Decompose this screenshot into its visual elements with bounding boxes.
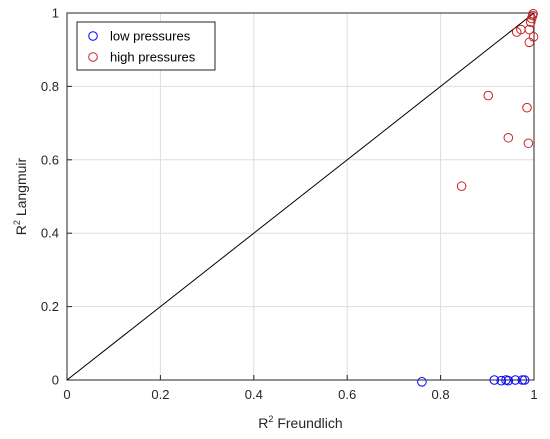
legend-marker-high-pressures bbox=[88, 52, 98, 62]
y-axis-label: R2 Langmuir bbox=[12, 157, 29, 235]
low-pressure-point bbox=[510, 375, 521, 385]
high-pressure-point bbox=[522, 102, 532, 113]
axis-ticks: 0 0.2 0.4 0.6 0.8 1 0 0.2 0.4 0.6 0.8 1 bbox=[41, 6, 538, 403]
y-tick-label: 0.4 bbox=[41, 226, 59, 241]
high-pressure-point bbox=[483, 90, 494, 101]
y-tick-label: 0.8 bbox=[41, 79, 59, 94]
y-tick-label: 0.2 bbox=[41, 299, 59, 314]
low-pressure-point bbox=[519, 375, 530, 385]
legend-label-low-pressures: low pressures bbox=[110, 29, 191, 44]
high-pressure-point bbox=[524, 24, 535, 35]
x-tick-label: 0 bbox=[63, 387, 70, 402]
y-tick-label: 0.6 bbox=[41, 152, 59, 167]
x-tick-label: 0.2 bbox=[151, 387, 169, 402]
low-pressure-point bbox=[496, 375, 507, 386]
x-tick-label: 0.4 bbox=[245, 387, 263, 402]
low-pressure-point bbox=[417, 377, 427, 387]
legend-items: low pressures high pressures bbox=[88, 29, 196, 65]
low-pressure-point bbox=[489, 375, 500, 385]
y-tick-label: 0 bbox=[52, 373, 59, 388]
high-pressure-point bbox=[524, 37, 535, 48]
x-tick-label: 1 bbox=[530, 387, 537, 402]
legend-marker-low-pressures bbox=[88, 31, 98, 41]
x-axis-label: R2 Freundlich bbox=[258, 414, 342, 431]
high-pressure-point bbox=[503, 132, 514, 143]
high-pressure-point bbox=[523, 138, 534, 149]
legend: low pressures high pressures bbox=[76, 21, 216, 71]
low-pressure-point bbox=[517, 375, 528, 385]
high-pressure-point bbox=[528, 8, 538, 19]
low-pressure-point bbox=[503, 375, 514, 386]
reference-line bbox=[66, 12, 535, 381]
plot-frame bbox=[66, 12, 535, 381]
high-pressure-point bbox=[456, 181, 467, 192]
high-pressure-point bbox=[528, 32, 539, 42]
x-tick-label: 0.8 bbox=[432, 387, 450, 402]
y-tick-label: 1 bbox=[52, 6, 59, 21]
legend-box bbox=[76, 21, 216, 71]
data-points bbox=[417, 8, 539, 387]
legend-label-high-pressures: high pressures bbox=[110, 50, 196, 65]
x-tick-label: 0.6 bbox=[338, 387, 356, 402]
reference-line-layer bbox=[66, 12, 535, 381]
